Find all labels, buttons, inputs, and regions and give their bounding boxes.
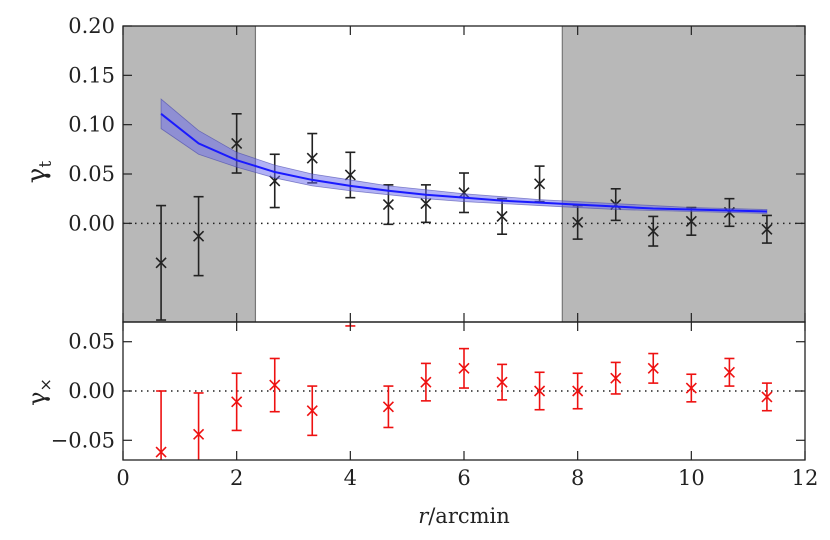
y-tick-label: 0.05: [68, 330, 115, 354]
excluded-region-1: [562, 26, 805, 322]
y-tick-label: 0.00: [68, 379, 115, 403]
y-tick-label: 0.15: [68, 63, 115, 87]
x-marker: [496, 210, 508, 222]
x-marker: [534, 385, 546, 397]
x-tick-label: 8: [571, 466, 584, 490]
bottom-data-point: [761, 382, 773, 412]
y-tick-label: 0.10: [68, 113, 115, 137]
x-marker: [193, 230, 205, 242]
top-data-point: [155, 204, 167, 321]
x-marker: [231, 396, 243, 408]
y-axis-label-top: γt: [22, 161, 56, 184]
bottom-data-point: [723, 357, 735, 387]
x-marker: [382, 199, 394, 211]
x-marker: [306, 152, 318, 164]
bottom-data-point: [534, 371, 546, 411]
top-panel: 0.00 0.05 0.10 0.15 0.20: [68, 14, 806, 323]
x-marker: [155, 446, 167, 458]
bottom-data-point: [572, 372, 584, 410]
x-marker: [534, 178, 546, 190]
x-marker: [420, 198, 432, 210]
bottom-data-point: [231, 372, 243, 432]
top-data-point: [458, 172, 470, 214]
y-tick-label: 0.05: [68, 162, 115, 186]
bottom-data-point: [610, 361, 622, 395]
x-marker: [647, 362, 659, 374]
x-tick-label: 6: [457, 466, 470, 490]
top-plot-area: [123, 26, 805, 322]
bottom-data-point: [193, 392, 205, 460]
x-marker: [647, 225, 659, 237]
bottom-data-point: [647, 352, 659, 384]
bottom-panel: −0.05 0.00 0.05 0 2 4 6 8 10 12: [51, 297, 819, 490]
x-marker: [685, 382, 697, 394]
bottom-plot-area: [123, 297, 805, 460]
y-tick-label: 0.20: [68, 14, 115, 38]
x-marker: [761, 391, 773, 403]
y-axis-label-bottom: γ×: [23, 378, 55, 406]
bottom-data-point: [458, 347, 470, 389]
x-marker: [610, 372, 622, 384]
x-marker: [269, 379, 281, 391]
y-tick-label: −0.05: [51, 428, 115, 452]
x-marker: [193, 428, 205, 440]
x-tick-label: 10: [678, 466, 705, 490]
x-marker: [761, 223, 773, 235]
top-data-point: [534, 165, 546, 203]
x-marker: [231, 137, 243, 149]
x-tick-label: 2: [230, 466, 243, 490]
x-tick-label: 12: [792, 466, 819, 490]
x-marker: [345, 297, 355, 307]
top-data-point: [193, 195, 205, 277]
model-uncertainty-band: [160, 98, 768, 214]
x-marker: [496, 376, 508, 388]
x-marker: [572, 216, 584, 228]
x-marker: [344, 169, 356, 181]
bottom-data-point: [382, 385, 394, 429]
top-data-point: [269, 153, 281, 209]
top-data-point: [647, 215, 659, 247]
bottom-data-point: [420, 362, 432, 402]
bottom-data-point: [269, 357, 281, 413]
y-tick-label: 0.00: [68, 211, 115, 235]
bottom-data-point: [155, 390, 167, 460]
model-line: [160, 113, 767, 213]
x-tick-label: 0: [116, 466, 129, 490]
x-marker: [155, 257, 167, 269]
x-marker: [458, 362, 470, 374]
x-marker: [572, 385, 584, 397]
bottom-data-point: [685, 373, 697, 403]
x-marker: [723, 366, 735, 378]
x-marker: [382, 401, 394, 413]
bottom-data-point: [306, 385, 318, 437]
x-axis-label: r/arcmin: [418, 504, 510, 528]
x-marker: [685, 215, 697, 227]
excluded-region-0: [123, 26, 256, 322]
top-data-point: [761, 214, 773, 244]
x-marker: [420, 376, 432, 388]
bottom-data-point: [496, 363, 508, 401]
x-tick-label: 4: [344, 466, 357, 490]
x-marker: [306, 405, 318, 417]
